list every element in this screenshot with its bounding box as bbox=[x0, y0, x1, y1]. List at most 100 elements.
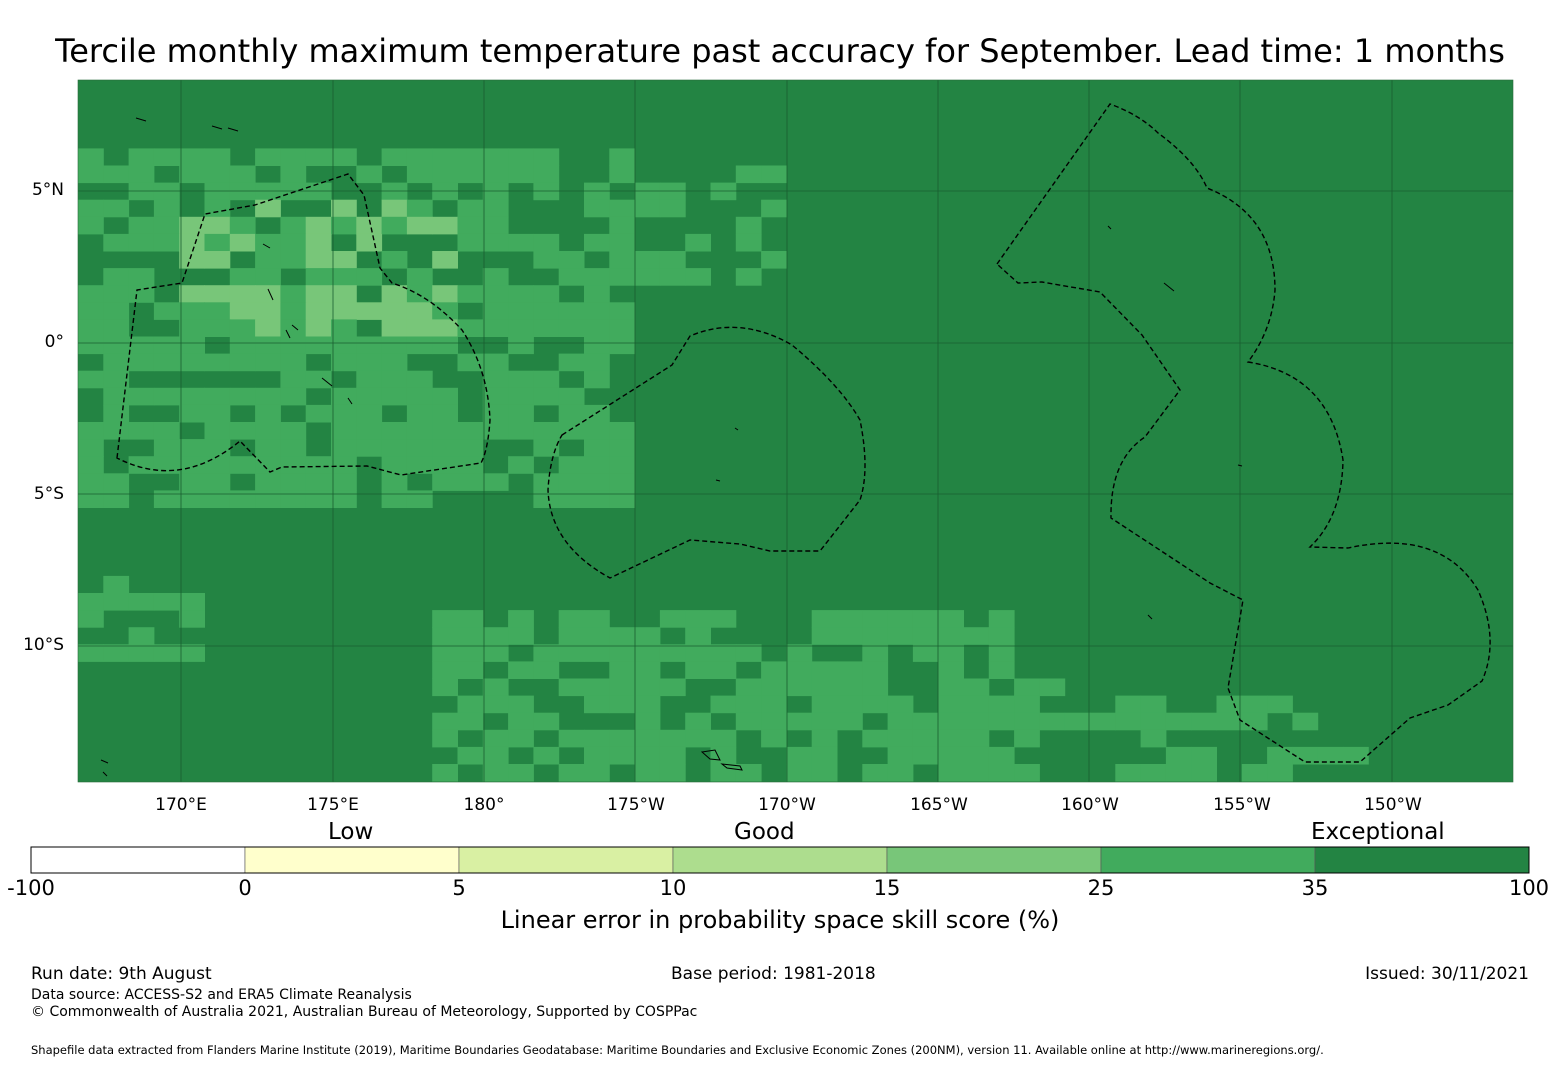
skill-cell bbox=[837, 712, 863, 731]
skill-cell bbox=[381, 199, 408, 218]
skill-cell bbox=[786, 644, 813, 662]
skill-cell bbox=[406, 336, 433, 355]
skill-cell bbox=[786, 712, 813, 731]
skill-cell bbox=[229, 302, 256, 320]
skill-cell bbox=[482, 353, 509, 372]
skill-cell bbox=[1165, 746, 1192, 765]
skill-cell bbox=[204, 473, 231, 491]
skill-cell bbox=[255, 404, 281, 423]
skill-cell bbox=[457, 644, 484, 662]
skill-cell bbox=[912, 746, 939, 765]
skill-cell bbox=[482, 319, 509, 337]
skill-cell bbox=[179, 165, 205, 184]
skill-cell bbox=[558, 764, 585, 782]
skill-cell bbox=[1292, 712, 1319, 731]
skill-cell bbox=[432, 319, 458, 337]
skill-cell bbox=[508, 302, 534, 320]
skill-cell bbox=[103, 490, 130, 508]
skill-cell bbox=[179, 233, 205, 252]
skill-cell bbox=[255, 439, 281, 457]
data-source: Data source: ACCESS-S2 and ERA5 Climate … bbox=[31, 987, 412, 1003]
lon-label-175e: 175°E bbox=[307, 795, 359, 815]
skill-cell bbox=[1317, 746, 1344, 765]
skill-cell bbox=[406, 319, 433, 337]
skill-cell bbox=[1014, 695, 1040, 714]
skill-cell bbox=[1241, 695, 1268, 714]
skill-cell bbox=[584, 764, 610, 782]
skill-cell bbox=[862, 678, 889, 697]
skill-cell bbox=[482, 422, 509, 440]
skill-cell bbox=[609, 627, 636, 645]
skill-cell bbox=[432, 712, 458, 731]
skill-cell bbox=[78, 644, 104, 662]
skill-cell bbox=[634, 644, 661, 662]
skill-cell bbox=[229, 268, 256, 286]
skill-cell bbox=[78, 456, 104, 474]
skill-cell bbox=[153, 456, 180, 474]
skill-cell bbox=[432, 165, 458, 184]
skill-cell bbox=[179, 593, 205, 611]
skill-cell bbox=[862, 695, 889, 714]
skill-cell bbox=[406, 148, 433, 166]
skill-cell bbox=[432, 473, 458, 491]
skill-cell bbox=[533, 422, 560, 440]
skill-cell bbox=[331, 404, 357, 423]
skill-cell bbox=[862, 644, 889, 662]
skill-cell bbox=[1216, 695, 1243, 714]
skill-cell bbox=[255, 490, 281, 508]
skill-cell bbox=[153, 336, 180, 355]
skill-cell bbox=[1064, 712, 1091, 731]
skill-cell bbox=[1191, 746, 1217, 765]
skill-cell bbox=[153, 490, 180, 508]
skill-cell bbox=[406, 165, 433, 184]
skill-cell bbox=[609, 319, 636, 337]
skill-cell bbox=[78, 336, 104, 355]
skill-cell bbox=[103, 302, 130, 320]
skill-cell bbox=[584, 678, 610, 697]
skill-cell bbox=[735, 165, 762, 184]
skill-cell bbox=[659, 199, 686, 218]
skill-cell bbox=[280, 490, 307, 508]
skill-cell bbox=[887, 627, 914, 645]
skill-cell bbox=[280, 370, 307, 389]
graticule bbox=[78, 80, 1513, 782]
skill-cell bbox=[406, 422, 433, 440]
skill-cell bbox=[280, 251, 307, 269]
skill-cell bbox=[305, 302, 332, 320]
skill-cell bbox=[229, 490, 256, 508]
category-label-good: Good bbox=[734, 819, 795, 845]
skill-cell bbox=[761, 251, 787, 269]
skill-cell bbox=[179, 490, 205, 508]
skill-cell bbox=[634, 729, 661, 748]
skill-cell bbox=[204, 199, 231, 218]
skill-cell bbox=[1014, 678, 1040, 697]
skill-cell bbox=[255, 336, 281, 355]
skill-cell bbox=[305, 473, 332, 491]
skill-score-map bbox=[77, 79, 1514, 783]
skill-cell bbox=[179, 216, 205, 235]
skill-cell bbox=[862, 627, 889, 645]
skill-cell bbox=[988, 764, 1015, 782]
colorbar-segment bbox=[244, 846, 460, 874]
skill-cell bbox=[432, 336, 458, 355]
skill-cell bbox=[584, 490, 610, 508]
skill-cell bbox=[609, 439, 636, 457]
skill-cell bbox=[938, 764, 964, 782]
colorbar-tick-label: 15 bbox=[873, 876, 901, 900]
skill-cell bbox=[1014, 764, 1040, 782]
skill-cell bbox=[280, 302, 307, 320]
skill-cell bbox=[508, 422, 534, 440]
colorbar-tick-label: -100 bbox=[7, 876, 55, 900]
skill-cell bbox=[356, 422, 383, 440]
skill-cell bbox=[963, 627, 990, 645]
skill-cell bbox=[179, 353, 205, 372]
skill-cell bbox=[255, 285, 281, 303]
skill-cell bbox=[204, 216, 231, 235]
skill-cell bbox=[457, 695, 484, 714]
skill-cell bbox=[533, 302, 560, 320]
skill-cell bbox=[381, 353, 408, 372]
skill-cell bbox=[533, 370, 560, 389]
skill-cell bbox=[229, 336, 256, 355]
skill-cell bbox=[78, 610, 104, 628]
skill-cell bbox=[482, 746, 509, 765]
